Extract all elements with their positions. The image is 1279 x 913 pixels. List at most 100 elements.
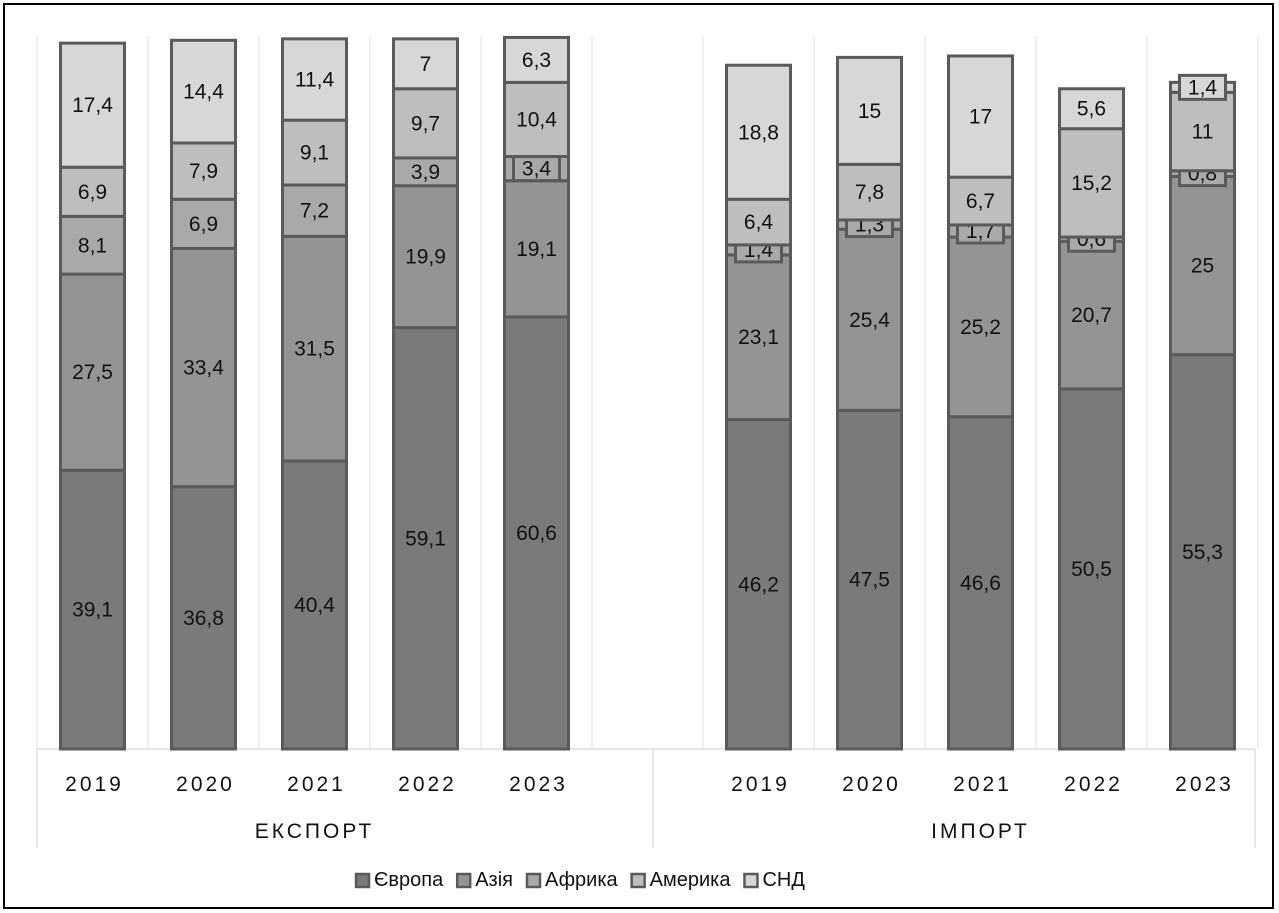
data-label-box-import-2023-series-4 (1178, 73, 1227, 101)
bar-import-2019-series-1 (725, 253, 792, 422)
x-tick-label-import-2023: 2023 (1175, 773, 1234, 796)
x-tick-label-export-2019: 2019 (65, 773, 124, 796)
bar-import-2022-series-1 (1058, 239, 1125, 391)
x-tick-label-export-2020: 2020 (176, 773, 235, 796)
data-label-export-2023-series-2: 3,4 (522, 158, 552, 181)
data-label-import-2021-series-1: 25,2 (960, 316, 1001, 339)
data-label-import-2023-series-3: 11 (1192, 121, 1214, 144)
data-label-export-2021-series-0: 40,4 (294, 594, 335, 617)
group-label-0: ЕКСПОРТ (255, 820, 375, 843)
data-label-export-2019-series-1: 27,5 (72, 361, 113, 384)
legend-item-4: СНД (762, 869, 805, 891)
x-tick-label-import-2022: 2022 (1064, 773, 1123, 796)
data-label-import-2020-series-3: 7,8 (855, 181, 884, 204)
data-label-export-2019-series-0: 39,1 (72, 599, 113, 622)
data-label-import-2023-series-0: 55,3 (1182, 541, 1223, 564)
legend-item-3: Америка (650, 869, 732, 891)
bar-import-2021-series-1 (947, 235, 1014, 419)
bar-export-2020-series-4 (170, 38, 237, 145)
bar-import-2022-series-0 (1058, 387, 1125, 751)
data-label-export-2022-series-1: 19,9 (405, 246, 446, 269)
legend-swatch-0 (354, 872, 371, 889)
legend-swatch-3 (630, 872, 646, 889)
data-label-import-2019-series-0: 46,2 (738, 573, 779, 596)
bar-export-2019-series-1 (59, 272, 126, 472)
data-label-import-2020-series-1: 25,4 (849, 309, 890, 332)
data-label-import-2022-series-0: 50,5 (1071, 558, 1112, 581)
legend-item-1: Азія (475, 869, 513, 891)
bar-import-2020-series-0 (836, 408, 903, 751)
data-label-export-2021-series-3: 9,1 (300, 142, 329, 165)
bar-export-2021-series-0 (281, 459, 348, 751)
bar-export-2022-series-0 (392, 326, 459, 751)
bar-import-2020-series-4 (836, 55, 903, 166)
bar-import-2022-series-4 (1058, 87, 1125, 131)
bar-import-2023-series-0 (1169, 353, 1236, 751)
x-tick-label-export-2021: 2021 (287, 773, 346, 796)
bar-import-2021-series-4 (947, 54, 1014, 179)
bar-export-2021-series-3 (281, 118, 348, 187)
data-label-export-2020-series-1: 33,4 (183, 357, 224, 380)
data-label-import-2019-series-3: 6,4 (744, 211, 774, 234)
data-label-import-2019-series-1: 23,1 (738, 326, 779, 349)
bar-import-2022-series-3 (1058, 127, 1125, 239)
data-label-import-2020-series-4: 15 (858, 100, 881, 123)
data-label-import-2020-series-0: 47,5 (849, 569, 890, 592)
bar-export-2023-series-4 (503, 35, 570, 84)
data-label-box-export-2023-series-2 (512, 155, 561, 183)
legend-swatch-2 (525, 872, 542, 889)
data-label-export-2023-series-0: 60,6 (516, 522, 557, 545)
data-label-export-2021-series-2: 7,2 (300, 200, 329, 223)
data-label-export-2021-series-4: 11,4 (295, 68, 335, 91)
x-tick-label-import-2019: 2019 (731, 773, 790, 796)
x-tick-label-export-2022: 2022 (398, 773, 457, 796)
x-tick-label-export-2023: 2023 (509, 773, 568, 796)
bar-export-2019-series-3 (59, 165, 126, 218)
data-label-export-2020-series-4: 14,4 (183, 81, 224, 104)
data-label-import-2022-series-4: 5,6 (1077, 98, 1106, 121)
data-label-import-2021-series-0: 46,6 (960, 572, 1001, 595)
bar-export-2021-series-1 (281, 234, 348, 463)
bar-import-2019-series-4 (725, 63, 792, 201)
bar-export-2019-series-2 (59, 214, 126, 276)
data-label-import-2021-series-3: 6,7 (966, 190, 995, 213)
data-label-export-2020-series-0: 36,8 (183, 607, 224, 630)
data-label-export-2019-series-2: 8,1 (78, 234, 107, 257)
data-label-export-2023-series-4: 6,3 (522, 49, 551, 72)
bar-export-2020-series-3 (170, 141, 237, 201)
bar-export-2023-series-3 (503, 80, 570, 158)
bar-import-2023-series-3 (1169, 90, 1236, 173)
bar-import-2023-series-1 (1169, 174, 1236, 357)
data-label-export-2019-series-4: 17,4 (72, 94, 113, 117)
data-label-import-2019-series-4: 18,8 (738, 121, 779, 144)
bar-export-2021-series-2 (281, 183, 348, 238)
data-label-export-2023-series-1: 19,1 (516, 238, 557, 261)
data-label-export-2022-series-3: 9,7 (411, 112, 440, 135)
data-label-import-2022-series-1: 20,7 (1071, 304, 1112, 327)
bar-export-2019-series-4 (59, 41, 126, 169)
bar-export-2020-series-1 (170, 246, 237, 489)
x-tick-label-import-2021: 2021 (953, 773, 1012, 796)
data-label-export-2019-series-3: 6,9 (78, 181, 107, 204)
data-label-export-2022-series-2: 3,9 (411, 161, 440, 184)
legend-item-2: Африка (545, 869, 619, 891)
bar-export-2020-series-2 (170, 197, 237, 250)
data-label-import-2022-series-3: 15,2 (1071, 172, 1112, 195)
legend-swatch-4 (743, 872, 759, 889)
data-label-import-2023-series-1: 25 (1191, 255, 1214, 278)
data-label-export-2021-series-1: 31,5 (294, 338, 335, 361)
x-tick-label-import-2020: 2020 (842, 773, 901, 796)
data-label-import-2023-series-4: 1,4 (1188, 76, 1218, 99)
bar-import-2021-series-0 (947, 415, 1014, 751)
bar-export-2023-series-0 (503, 315, 570, 751)
data-label-import-2021-series-4: 17 (969, 106, 992, 129)
data-label-export-2023-series-3: 10,4 (516, 108, 557, 131)
bar-export-2022-series-4 (392, 37, 459, 91)
bar-import-2019-series-3 (725, 197, 792, 247)
bar-export-2021-series-4 (281, 37, 348, 122)
legend-item-0: Європа (374, 869, 444, 891)
data-label-export-2020-series-3: 7,9 (189, 160, 218, 183)
data-label-export-2022-series-4: 7 (420, 53, 432, 76)
data-label-export-2022-series-0: 59,1 (405, 527, 446, 550)
